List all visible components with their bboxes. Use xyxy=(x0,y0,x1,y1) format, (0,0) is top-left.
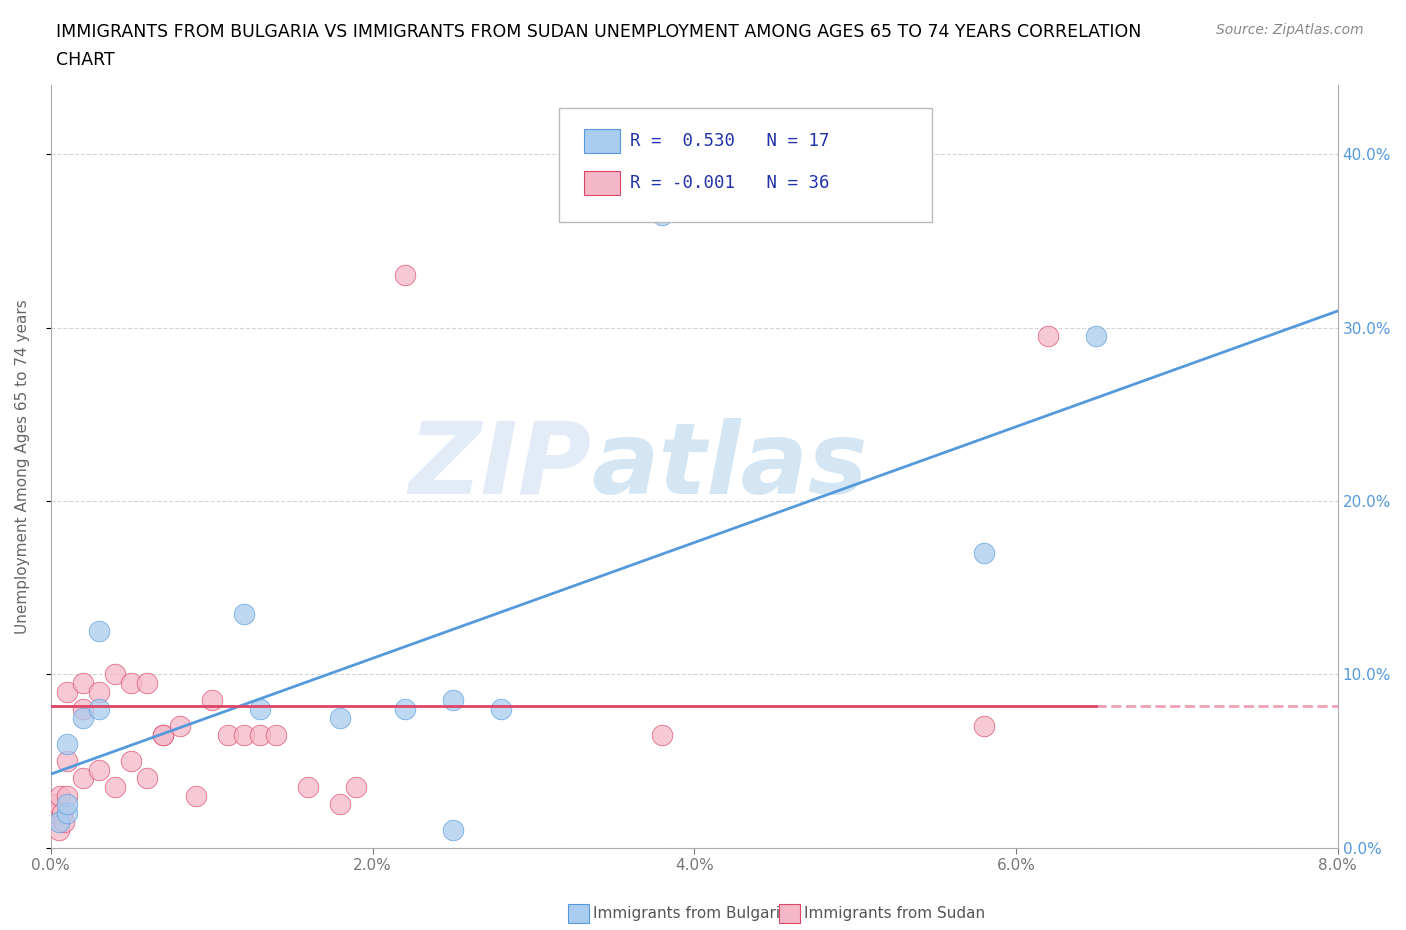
Point xyxy=(72,771,94,786)
Point xyxy=(232,727,254,742)
Point xyxy=(232,606,254,621)
Point xyxy=(104,667,127,682)
Bar xyxy=(583,129,620,153)
Point xyxy=(329,711,352,725)
Point xyxy=(56,805,79,820)
Point xyxy=(152,727,174,742)
Point xyxy=(152,727,174,742)
Point xyxy=(45,805,67,820)
Point xyxy=(329,797,352,812)
Point xyxy=(264,727,287,742)
Text: Source: ZipAtlas.com: Source: ZipAtlas.com xyxy=(1216,23,1364,37)
Point xyxy=(297,779,319,794)
Point xyxy=(489,701,512,716)
Text: ZIP: ZIP xyxy=(408,418,592,514)
Text: R =  0.530   N = 17: R = 0.530 N = 17 xyxy=(630,132,830,151)
Text: Immigrants from Sudan: Immigrants from Sudan xyxy=(804,906,986,921)
Text: atlas: atlas xyxy=(592,418,868,514)
Point xyxy=(973,719,995,734)
Point xyxy=(49,789,72,804)
Point xyxy=(52,815,75,830)
Point xyxy=(394,701,416,716)
Point xyxy=(136,771,159,786)
Text: R = -0.001   N = 36: R = -0.001 N = 36 xyxy=(630,174,830,193)
Point xyxy=(184,789,207,804)
Point xyxy=(249,727,271,742)
Point xyxy=(441,823,464,838)
Point xyxy=(56,684,79,699)
Point xyxy=(651,727,673,742)
Point xyxy=(651,207,673,222)
Point xyxy=(973,546,995,561)
Point xyxy=(87,763,110,777)
Point xyxy=(1085,328,1108,343)
Point xyxy=(72,711,94,725)
FancyBboxPatch shape xyxy=(560,108,932,222)
Bar xyxy=(583,171,620,195)
Point xyxy=(56,797,79,812)
Text: IMMIGRANTS FROM BULGARIA VS IMMIGRANTS FROM SUDAN UNEMPLOYMENT AMONG AGES 65 TO : IMMIGRANTS FROM BULGARIA VS IMMIGRANTS F… xyxy=(56,23,1142,41)
Point xyxy=(87,701,110,716)
Point xyxy=(217,727,239,742)
Point xyxy=(346,779,368,794)
Point xyxy=(136,675,159,690)
Point xyxy=(48,815,70,830)
Point xyxy=(169,719,191,734)
Text: CHART: CHART xyxy=(56,51,115,69)
Point xyxy=(56,753,79,768)
Y-axis label: Unemployment Among Ages 65 to 74 years: Unemployment Among Ages 65 to 74 years xyxy=(15,299,30,633)
Point xyxy=(441,693,464,708)
Point xyxy=(87,623,110,638)
Text: Immigrants from Bulgaria: Immigrants from Bulgaria xyxy=(593,906,790,921)
Point xyxy=(249,701,271,716)
Point xyxy=(1036,328,1059,343)
Point xyxy=(72,701,94,716)
Point xyxy=(51,805,73,820)
Point xyxy=(72,675,94,690)
Point xyxy=(120,753,142,768)
Point xyxy=(394,268,416,283)
Point xyxy=(46,797,69,812)
Point xyxy=(104,779,127,794)
Point xyxy=(120,675,142,690)
Point xyxy=(56,737,79,751)
Point xyxy=(56,789,79,804)
Point xyxy=(201,693,224,708)
Point xyxy=(87,684,110,699)
Point xyxy=(48,823,70,838)
